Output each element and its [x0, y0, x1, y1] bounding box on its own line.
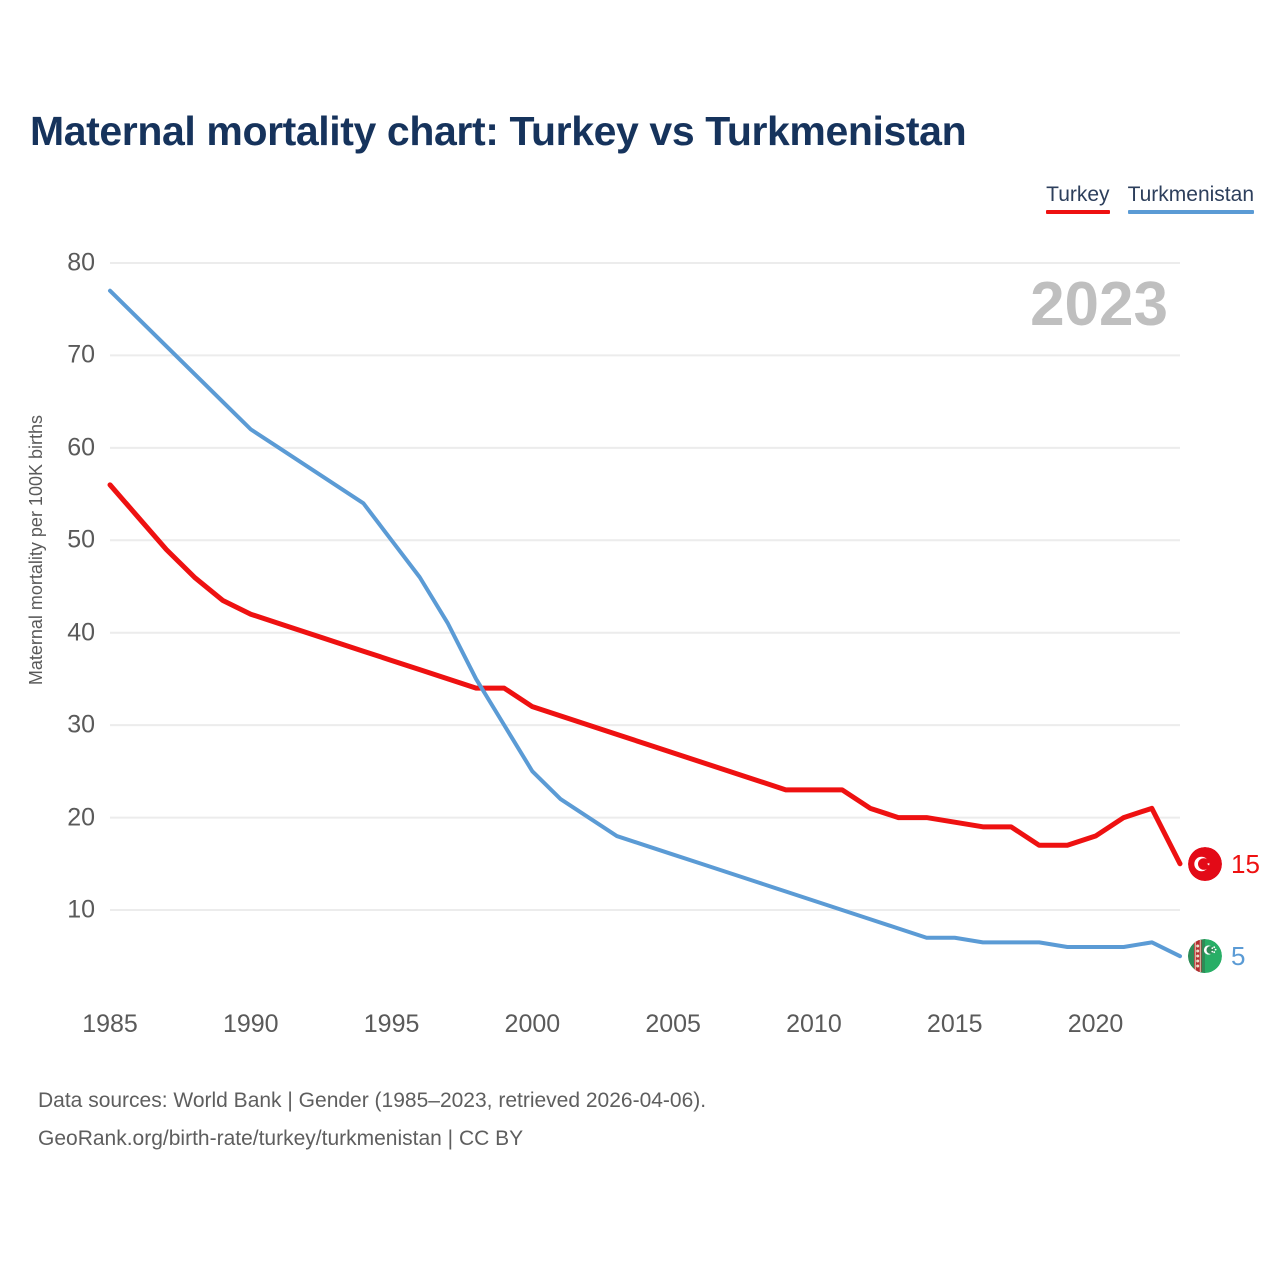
y-tick-label: 70 — [67, 340, 95, 369]
y-tick-label: 60 — [67, 433, 95, 462]
year-watermark: 2023 — [1030, 270, 1168, 339]
series-line-turkmenistan — [108, 288, 1182, 959]
x-tick-label: 1990 — [222, 1010, 279, 1038]
y-tick-label: 20 — [67, 803, 95, 832]
legend-item-turkmenistan[interactable]: Turkmenistan — [1127, 182, 1254, 214]
chart-legend: Turkey Turkmenistan — [1046, 182, 1254, 214]
x-tick-label: 2020 — [1067, 1010, 1124, 1038]
y-tick-label: 50 — [67, 525, 95, 554]
page-title: Maternal mortality chart: Turkey vs Turk… — [30, 108, 967, 154]
legend-label-turkmenistan: Turkmenistan — [1127, 183, 1254, 206]
y-tick-label: 30 — [67, 710, 95, 739]
end-marker-turkmenistan[interactable]: 5 — [1188, 939, 1246, 974]
turkey-flag-icon — [1188, 846, 1222, 881]
footer-attribution: Data sources: World Bank | Gender (1985–… — [38, 1082, 706, 1158]
legend-color-swatch-turkey — [1046, 210, 1110, 214]
series-line-turkey — [107, 482, 1183, 867]
x-tick-label: 1985 — [82, 1010, 138, 1038]
x-tick-label: 2010 — [786, 1010, 842, 1038]
y-tick-label: 40 — [67, 618, 95, 647]
legend-label-turkey: Turkey — [1046, 183, 1110, 206]
y-tick-label: 10 — [67, 895, 95, 924]
end-value-turkmenistan: 5 — [1231, 941, 1246, 972]
y-tick-label: 80 — [67, 248, 95, 277]
x-tick-label: 2000 — [504, 1010, 561, 1038]
end-value-turkey: 15 — [1231, 848, 1260, 879]
legend-color-swatch-turkmenistan — [1127, 210, 1254, 214]
footer-line-2: GeoRank.org/birth-rate/turkey/turkmenist… — [38, 1127, 524, 1150]
x-tick-label: 1995 — [363, 1010, 420, 1038]
x-tick-label: 2015 — [926, 1010, 983, 1038]
x-tick-label: 2005 — [645, 1010, 701, 1038]
legend-item-turkey[interactable]: Turkey — [1046, 182, 1110, 214]
gridlines — [110, 262, 1180, 911]
footer-line-1: Data sources: World Bank | Gender (1985–… — [38, 1089, 707, 1112]
series-lines — [107, 288, 1183, 959]
end-marker-turkey[interactable]: 15 — [1188, 846, 1260, 881]
turkmenistan-flag-icon — [1188, 939, 1222, 974]
